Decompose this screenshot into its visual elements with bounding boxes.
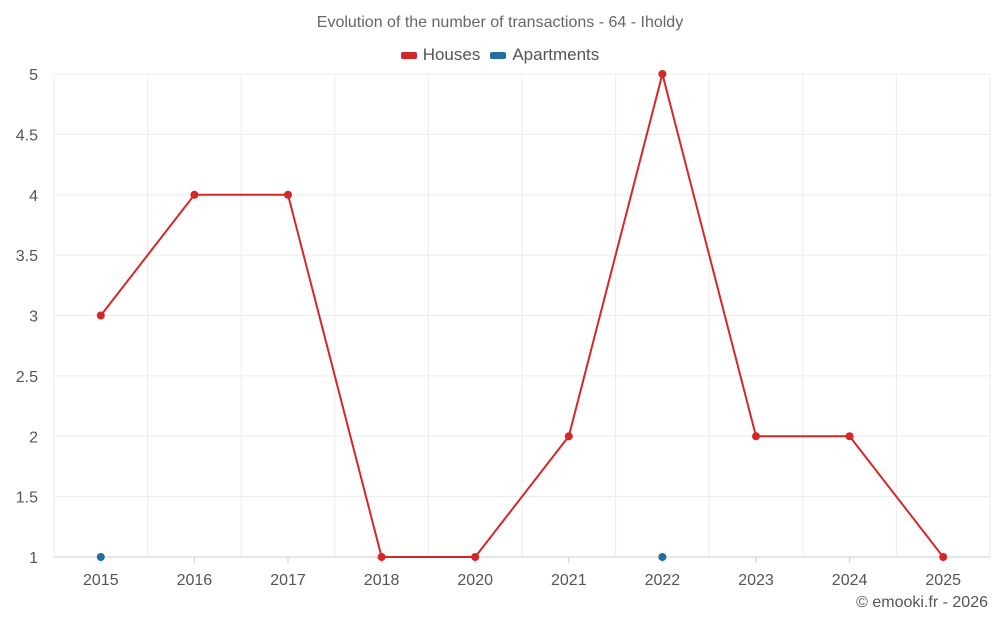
x-tick-label: 2024 <box>832 572 868 589</box>
y-tick-label: 1 <box>29 550 38 567</box>
legend: Houses Apartments <box>0 45 1000 65</box>
x-tick-label: 2021 <box>551 572 587 589</box>
x-tick-label: 2017 <box>270 572 306 589</box>
data-point-houses[interactable] <box>845 432 854 441</box>
legend-label-houses: Houses <box>422 45 481 64</box>
y-tick-label: 2.5 <box>16 369 38 386</box>
x-tick-label: 2020 <box>457 572 493 589</box>
data-point-houses[interactable] <box>564 432 573 441</box>
y-tick-label: 3 <box>29 309 38 326</box>
series-lines <box>100 73 944 558</box>
legend-item-apartments[interactable]: Apartments <box>490 45 599 65</box>
y-tick-label: 5 <box>29 67 38 84</box>
data-point-houses[interactable] <box>471 553 480 561</box>
data-point-houses[interactable] <box>658 70 667 78</box>
data-point-apartments[interactable] <box>96 553 105 561</box>
data-point-houses[interactable] <box>284 190 292 199</box>
legend-swatch-houses <box>400 51 417 59</box>
data-point-houses[interactable] <box>377 553 386 561</box>
y-tick-label: 4.5 <box>16 127 38 144</box>
x-tick-label: 2023 <box>738 572 774 589</box>
y-tick-label: 2 <box>29 429 38 446</box>
x-tick-label: 2016 <box>177 572 213 589</box>
axes: 1 1.5 2 2.5 3 3.5 4 4.5 5 2015 2016 2017 2018 2020 202… <box>16 67 961 589</box>
legend-swatch-apartments <box>490 51 507 59</box>
grid <box>53 73 991 558</box>
data-point-houses[interactable] <box>190 190 199 199</box>
data-point-apartments[interactable] <box>658 553 667 561</box>
x-tick-label: 2025 <box>925 572 961 589</box>
y-tick-label: 4 <box>29 188 38 205</box>
series-line-houses <box>100 73 944 558</box>
series-points <box>96 70 948 561</box>
x-tick-label: 2018 <box>364 572 400 589</box>
data-point-houses[interactable] <box>752 432 760 441</box>
x-tick-label: 2015 <box>83 572 119 589</box>
data-point-houses[interactable] <box>96 311 105 320</box>
y-tick-label: 1.5 <box>16 490 38 507</box>
legend-item-houses[interactable]: Houses <box>400 45 481 65</box>
data-point-houses[interactable] <box>939 553 948 561</box>
credit: © emooki.fr - 2026 <box>856 594 988 611</box>
x-tick-label: 2022 <box>645 572 681 589</box>
legend-label-apartments: Apartments <box>512 45 600 64</box>
y-tick-label: 3.5 <box>16 248 38 265</box>
chart-title: Evolution of the number of transactions … <box>316 14 684 31</box>
